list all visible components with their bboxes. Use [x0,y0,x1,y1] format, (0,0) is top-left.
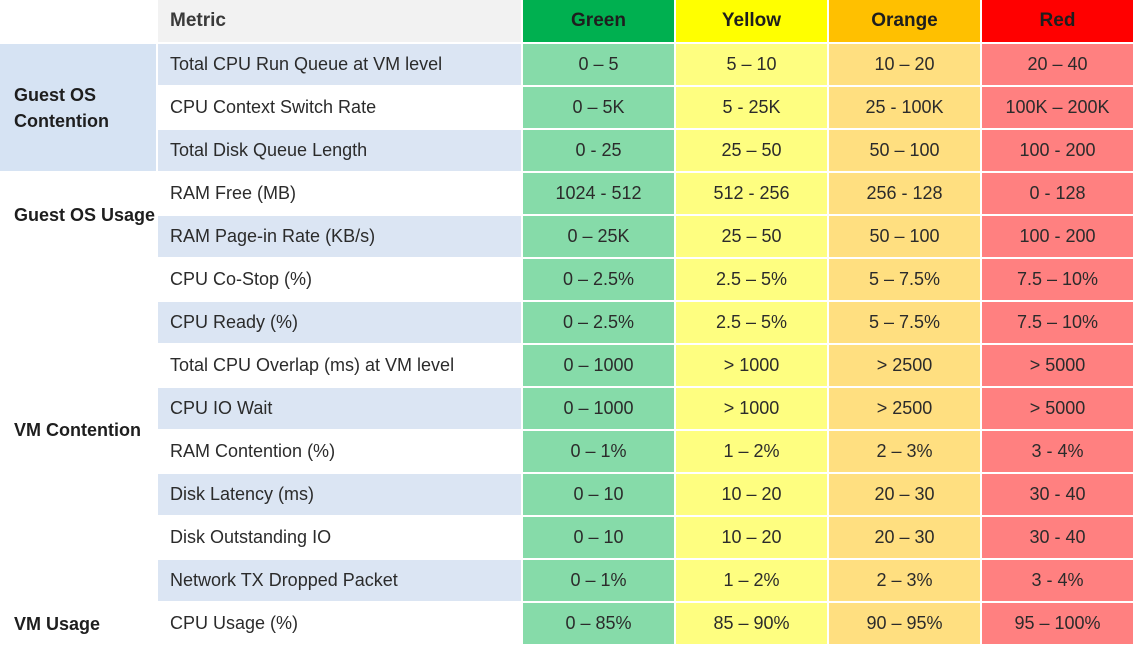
orange-cell: 2 – 3% [829,431,982,474]
metric-cell: CPU Context Switch Rate [158,87,523,130]
table-row: RAM Page-in Rate (KB/s) 0 – 25K 25 – 50 … [0,216,1135,259]
orange-cell: 90 – 95% [829,603,982,646]
green-cell: 0 – 5 [523,44,676,87]
green-cell: 0 – 2.5% [523,302,676,345]
header-row: Metric Green Yellow Orange Red [0,0,1135,44]
orange-cell: > 2500 [829,345,982,388]
yellow-cell: 512 - 256 [676,173,829,216]
orange-cell: 20 – 30 [829,474,982,517]
green-cell: 0 – 1000 [523,388,676,431]
orange-cell: 256 - 128 [829,173,982,216]
red-cell: > 5000 [982,388,1135,431]
orange-cell: 10 – 20 [829,44,982,87]
table-row: Disk Outstanding IO 0 – 10 10 – 20 20 – … [0,517,1135,560]
red-cell: 30 - 40 [982,474,1135,517]
header-green: Green [523,0,676,44]
red-cell: 0 - 128 [982,173,1135,216]
green-cell: 0 – 1000 [523,345,676,388]
red-cell: 100 - 200 [982,216,1135,259]
table-row: Total CPU Overlap (ms) at VM level 0 – 1… [0,345,1135,388]
metric-cell: CPU Usage (%) [158,603,523,646]
orange-cell: 5 – 7.5% [829,259,982,302]
metric-cell: Disk Outstanding IO [158,517,523,560]
group-vm-usage: VM Usage [0,603,158,646]
metric-cell: CPU Co-Stop (%) [158,259,523,302]
yellow-cell: 10 – 20 [676,517,829,560]
orange-cell: 50 – 100 [829,216,982,259]
metric-cell: CPU IO Wait [158,388,523,431]
header-metric: Metric [158,0,523,44]
green-cell: 0 – 1% [523,431,676,474]
green-cell: 1024 - 512 [523,173,676,216]
metric-cell: Total Disk Queue Length [158,130,523,173]
table-row: Guest OS Contention Total CPU Run Queue … [0,44,1135,173]
yellow-cell: 10 – 20 [676,474,829,517]
yellow-cell: 85 – 90% [676,603,829,646]
table-row: CPU IO Wait 0 – 1000 > 1000 > 2500 > 500… [0,388,1135,431]
table-row: Network TX Dropped Packet 0 – 1% 1 – 2% … [0,560,1135,603]
green-cell: 0 – 25K [523,216,676,259]
table-row: Guest OS Usage RAM Free (MB) 1024 - 512 … [0,173,1135,259]
table-row: CPU Ready (%) 0 – 2.5% 2.5 – 5% 5 – 7.5%… [0,302,1135,345]
table-row: Disk Latency (ms) 0 – 10 10 – 20 20 – 30… [0,474,1135,517]
header-yellow: Yellow [676,0,829,44]
red-cell: 100K – 200K [982,87,1135,130]
green-cell: 0 – 10 [523,517,676,560]
yellow-cell: 25 – 50 [676,130,829,173]
orange-cell: 25 - 100K [829,87,982,130]
metric-cell: RAM Free (MB) [158,173,523,216]
orange-cell: > 2500 [829,388,982,431]
table-row: VM Contention CPU Co-Stop (%) 0 – 2.5% 2… [0,259,1135,603]
group-guest-os-contention: Guest OS Contention [0,44,158,173]
red-cell: 20 – 40 [982,44,1135,87]
header-blank-cell [0,0,158,44]
red-cell: 100 - 200 [982,130,1135,173]
header-orange: Orange [829,0,982,44]
table-row: RAM Contention (%) 0 – 1% 1 – 2% 2 – 3% … [0,431,1135,474]
green-cell: 0 – 10 [523,474,676,517]
table-row: CPU Context Switch Rate 0 – 5K 5 - 25K 2… [0,87,1135,130]
metric-cell: Total CPU Overlap (ms) at VM level [158,345,523,388]
metric-cell: Network TX Dropped Packet [158,560,523,603]
yellow-cell: > 1000 [676,345,829,388]
red-cell: 3 - 4% [982,560,1135,603]
orange-cell: 5 – 7.5% [829,302,982,345]
yellow-cell: 5 – 10 [676,44,829,87]
metric-cell: RAM Contention (%) [158,431,523,474]
orange-cell: 2 – 3% [829,560,982,603]
green-cell: 0 - 25 [523,130,676,173]
table-row: VM Usage CPU Usage (%) 0 – 85% 85 – 90% … [0,603,1135,646]
green-cell: 0 – 1% [523,560,676,603]
green-cell: 0 – 85% [523,603,676,646]
red-cell: > 5000 [982,345,1135,388]
metric-cell: Disk Latency (ms) [158,474,523,517]
yellow-cell: 2.5 – 5% [676,302,829,345]
yellow-cell: 2.5 – 5% [676,259,829,302]
orange-cell: 50 – 100 [829,130,982,173]
metric-cell: CPU Ready (%) [158,302,523,345]
group-guest-os-usage: Guest OS Usage [0,173,158,259]
green-cell: 0 – 5K [523,87,676,130]
orange-cell: 20 – 30 [829,517,982,560]
yellow-cell: 1 – 2% [676,560,829,603]
yellow-cell: 1 – 2% [676,431,829,474]
red-cell: 3 - 4% [982,431,1135,474]
yellow-cell: 25 – 50 [676,216,829,259]
yellow-cell: > 1000 [676,388,829,431]
red-cell: 7.5 – 10% [982,259,1135,302]
group-vm-contention: VM Contention [0,259,158,603]
green-cell: 0 – 2.5% [523,259,676,302]
header-red: Red [982,0,1135,44]
table-row: Total Disk Queue Length 0 - 25 25 – 50 5… [0,130,1135,173]
yellow-cell: 5 - 25K [676,87,829,130]
metric-cell: RAM Page-in Rate (KB/s) [158,216,523,259]
metric-cell: Total CPU Run Queue at VM level [158,44,523,87]
red-cell: 30 - 40 [982,517,1135,560]
red-cell: 7.5 – 10% [982,302,1135,345]
red-cell: 95 – 100% [982,603,1135,646]
